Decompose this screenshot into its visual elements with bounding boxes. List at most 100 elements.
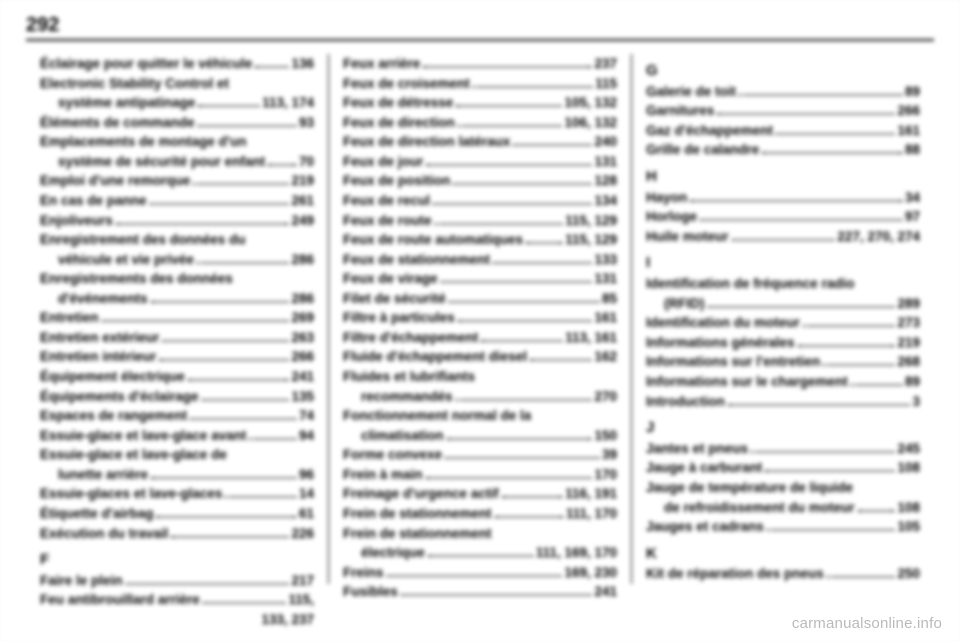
leader-dots (751, 451, 894, 453)
index-entry-label: Freins (343, 563, 384, 583)
index-entry-page: 88 (905, 140, 920, 160)
leader-dots (765, 470, 894, 472)
leader-dots (162, 340, 288, 342)
section-letter: F (40, 549, 314, 571)
index-entry-page: 261 (291, 191, 314, 211)
index-entry: Filet de sécurité85 (343, 289, 617, 309)
index-entry: Electronic Stability Control et (40, 74, 314, 94)
index-entry-label: Éléments de commande (40, 113, 195, 133)
index-entry-label: Hayon (646, 188, 687, 208)
index-entry: 133, 237 (40, 610, 314, 630)
index-entry: Emploi d'une remorque219 (40, 171, 314, 191)
index-entry-label: Introduction (646, 392, 725, 412)
index-entry-label: Feux de direction (343, 113, 455, 133)
index-entry-label: Fusibles (343, 582, 398, 602)
index-entry: Feux de route automatiques115, 129 (343, 230, 617, 250)
index-entry: Jauge de température de liquide (646, 478, 920, 498)
leader-dots (776, 133, 894, 135)
index-entry: Faire le plein217 (40, 571, 314, 591)
index-entry-page: 133 (594, 250, 617, 270)
index-entry-label: Grille de calandre (646, 140, 759, 160)
index-entry-page: 269 (291, 308, 314, 328)
index-entry-page: 237 (594, 54, 617, 74)
leader-dots (426, 477, 592, 479)
index-entry-page: 289 (897, 294, 920, 314)
index-entry-label: d'événements (40, 289, 148, 309)
index-entry: système antipatinage113, 174 (40, 93, 314, 113)
index-entry: Identification du moteur 273 (646, 313, 920, 333)
index-entry: climatisation150 (343, 426, 617, 446)
index-entry-page: 217 (291, 571, 314, 591)
index-entry-page: 263 (291, 328, 314, 348)
index-entry-label: Fonctionnement normal de la (343, 406, 531, 426)
leader-dots (456, 399, 592, 401)
leader-dots (732, 239, 835, 241)
index-entry: Feux de route115, 129 (343, 211, 617, 231)
index-entry-page: 111, 170 (566, 504, 617, 524)
index-entry-page: 115, 129 (565, 211, 617, 231)
index-entry-page: 268 (897, 352, 920, 372)
index-entry-page: 105 (897, 517, 920, 537)
index-entry-label: Feu antibrouillard arrière (40, 590, 200, 610)
index-entry-page: 250 (897, 564, 920, 584)
index-entry-page: 227, 270, 274 (837, 227, 920, 247)
leader-dots (827, 576, 895, 578)
index-entry-label: Étiquette d'airbag (40, 504, 153, 524)
index-entry-label: Filtre d'échappement (343, 328, 478, 348)
leader-dots (423, 66, 591, 68)
leader-dots (803, 325, 895, 327)
index-entry-label: Feux de position (343, 171, 450, 191)
leader-dots (456, 105, 561, 107)
index-entry: Grille de calandre 88 (646, 140, 920, 160)
index-entry-label: Feux de croisement (343, 74, 470, 94)
section-letter: J (646, 417, 920, 439)
leader-dots (203, 602, 286, 604)
index-entry-label: Frein à main (343, 465, 423, 485)
leader-dots (190, 418, 296, 420)
index-entry: Frein de stationnement (343, 524, 617, 544)
index-entry-label: Galerie de toit (646, 82, 736, 102)
index-entry-label: lunette arrière (40, 465, 148, 485)
index-columns: Éclairage pour quitter le véhicule136Ele… (26, 54, 934, 584)
index-entry-label: Jantes et pneus (646, 439, 748, 459)
index-entry-page: 270 (594, 387, 617, 407)
leader-dots (441, 281, 592, 283)
leader-dots (447, 438, 592, 440)
index-entry: Fluides et lubrifiants (343, 367, 617, 387)
index-entry-page: 94 (299, 426, 314, 446)
index-entry-label: Gaz d'échappement (646, 121, 773, 141)
index-entry: Galerie de toit89 (646, 82, 920, 102)
index-entry-label: Feux de jour (343, 152, 423, 172)
index-entry: Feu antibrouillard arrière115, (40, 590, 314, 610)
index-entry-page: 131 (594, 152, 617, 172)
index-entry-label: Enregistrement des données du (40, 230, 246, 250)
leader-dots (156, 516, 295, 518)
leader-dots (255, 66, 288, 68)
leader-dots (193, 183, 288, 185)
leader-dots (433, 203, 591, 205)
leader-dots (739, 94, 902, 96)
index-entry-page: 115, 129 (565, 230, 617, 250)
index-entry-label: Frein de stationnement (343, 504, 492, 524)
index-entry-label: Jauges et cadrans (646, 517, 764, 537)
leader-dots (481, 340, 562, 342)
index-entry: lunette arrière96 (40, 465, 314, 485)
index-entry-label: Équipement électrique (40, 367, 185, 387)
index-entry-page: 39 (602, 445, 617, 465)
index-entry-page: 85 (602, 289, 617, 309)
index-entry: Feux de direction106, 132 (343, 113, 617, 133)
index-entry-label: Identification du moteur (646, 313, 800, 333)
index-entry-page: 116, 191 (565, 484, 617, 504)
index-entry-label: Feux de direction latéraux (343, 132, 510, 152)
index-entry-label: Fluides et lubrifiants (343, 367, 475, 387)
watermark: carmanualsonline.info (792, 615, 942, 632)
index-entry: Identification de fréquence radio (646, 274, 920, 294)
index-entry-page: 273 (897, 313, 920, 333)
leader-dots (513, 144, 591, 146)
leader-dots (102, 320, 289, 322)
index-entry: Jauge à carburant108 (646, 458, 920, 478)
index-entry: Introduction3 (646, 392, 920, 412)
index-entry: d'événements286 (40, 289, 314, 309)
index-entry-label: Freinage d'urgence actif (343, 484, 499, 504)
index-entry-page: 241 (291, 367, 314, 387)
